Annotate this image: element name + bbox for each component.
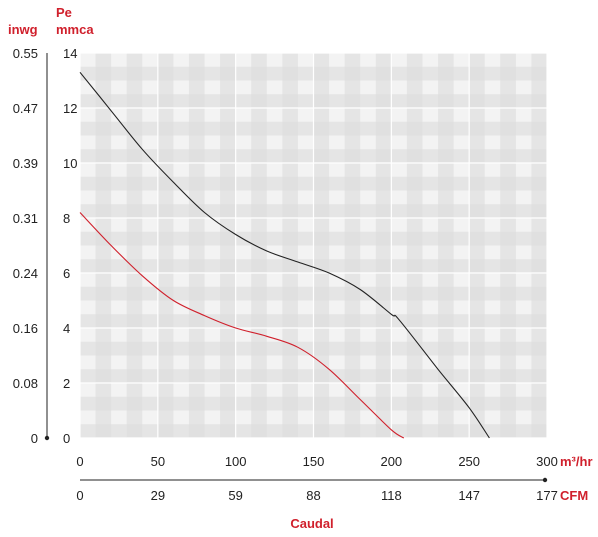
x2-tick-label: 177 xyxy=(536,488,558,503)
x2-tick-label: 59 xyxy=(228,488,242,503)
axes: 0 2 4 6 8 10 12 14 0 0.08 0.16 0.24 0.31 0.39 0.47 0.55… xyxy=(13,46,558,503)
y2-tick-label: 0.55 xyxy=(13,46,38,61)
y-top-label: Pe xyxy=(56,5,72,20)
x-tick-label: 100 xyxy=(225,454,247,469)
x2-tick-label: 29 xyxy=(151,488,165,503)
x-tick-label: 50 xyxy=(151,454,165,469)
y2-tick-label: 0.47 xyxy=(13,101,38,116)
x-tick-label: 300 xyxy=(536,454,558,469)
y2-tick-label: 0 xyxy=(31,431,38,446)
plot-grid xyxy=(79,52,548,439)
x-tick-label: 200 xyxy=(380,454,402,469)
y-tick-label: 0 xyxy=(63,431,70,446)
axis-labels: inwg Pe mmca m³/hr CFM Caudal xyxy=(8,5,593,531)
y-tick-label: 12 xyxy=(63,101,77,116)
x2-tick-label: 0 xyxy=(76,488,83,503)
y-tick-label: 14 xyxy=(63,46,77,61)
x2-units-label: CFM xyxy=(560,488,588,503)
x2-tick-label: 88 xyxy=(306,488,320,503)
x-axis-title: Caudal xyxy=(290,516,333,531)
y2-tick-label: 0.08 xyxy=(13,376,38,391)
y-units-label: mmca xyxy=(56,22,94,37)
series-line-1 xyxy=(79,71,490,439)
x2-axis-dot xyxy=(542,477,548,483)
x-tick-label: 0 xyxy=(76,454,83,469)
y-tick-label: 10 xyxy=(63,156,77,171)
y-tick-label: 6 xyxy=(63,266,70,281)
series-lines xyxy=(79,71,490,439)
x2-tick-label: 118 xyxy=(381,488,402,503)
y2-tick-label: 0.24 xyxy=(13,266,38,281)
x-tick-label: 150 xyxy=(303,454,325,469)
y-left-axis-dot xyxy=(44,435,50,441)
x-units-label: m³/hr xyxy=(560,454,593,469)
y2-tick-label: 0.31 xyxy=(13,211,38,226)
y-tick-label: 2 xyxy=(63,376,70,391)
y2-tick-label: 0.16 xyxy=(13,321,38,336)
y2-tick-label: 0.39 xyxy=(13,156,38,171)
y-tick-label: 4 xyxy=(63,321,70,336)
y-tick-label: 8 xyxy=(63,211,70,226)
y-left-units-label: inwg xyxy=(8,22,38,37)
series-line-2 xyxy=(79,212,405,439)
x-tick-label: 250 xyxy=(458,454,480,469)
x2-tick-label: 147 xyxy=(458,488,480,503)
